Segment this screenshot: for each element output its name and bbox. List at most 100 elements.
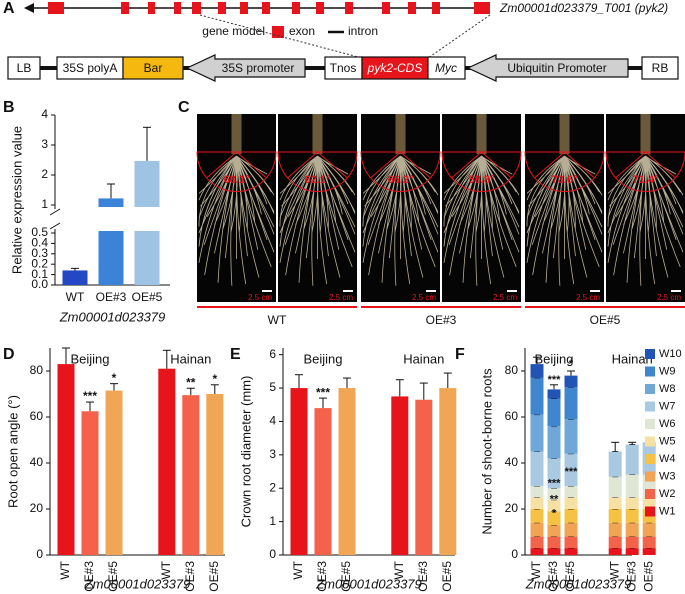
legend-label: W5: [659, 435, 676, 447]
x-tick-label: OE#5: [563, 561, 577, 592]
bar-segment: [564, 375, 578, 388]
bar-segment: [564, 419, 578, 454]
x-tick-label: OE#3: [546, 561, 560, 592]
angle-label: 62.1°: [305, 174, 331, 186]
bar-segment: [547, 426, 561, 459]
x-tick-label: WT: [58, 560, 72, 579]
bar: [57, 364, 75, 555]
bar-segment: [564, 509, 578, 523]
y-tick-label: 20: [505, 501, 519, 515]
bar-segment: [530, 414, 544, 452]
angle-line: [564, 151, 595, 179]
construct-label: Bar: [144, 61, 163, 75]
bar-segment: [642, 497, 656, 509]
x-tick-label: OE#5: [207, 561, 221, 592]
x-tick-label: OE#5: [132, 290, 163, 304]
stem: [312, 114, 323, 154]
roots: [607, 155, 684, 286]
legend-label: W1: [659, 505, 676, 517]
legend-label: W7: [659, 400, 676, 412]
bar-segment: [608, 548, 622, 555]
significance: ***: [83, 389, 97, 403]
bar-segment: [608, 476, 622, 498]
y-tick-label: 0: [36, 547, 43, 561]
bar: [415, 399, 433, 555]
angle-arc: [441, 151, 522, 192]
y-tick-label: 3: [41, 137, 48, 151]
bar-segment: [530, 364, 544, 378]
construct-box: [427, 56, 466, 80]
legend-swatch: [645, 489, 655, 499]
construct-label: Ubiquitin Promoter: [507, 61, 606, 75]
bar: [182, 395, 200, 555]
stem: [395, 114, 406, 154]
scale-label: 2.5 cm: [412, 293, 436, 302]
angle-line: [645, 151, 676, 179]
x-tick-label: WT: [159, 560, 173, 579]
bar-segment: [564, 548, 578, 555]
bar-segment: [642, 548, 656, 555]
group-label: OE#3: [426, 313, 457, 327]
y-tick-label: 4: [269, 414, 276, 428]
y-tick-label: 20: [30, 501, 44, 515]
bar-segment: [642, 522, 656, 537]
angle-line: [481, 151, 512, 179]
promoter-arrow: [185, 54, 306, 82]
construct-box: [122, 56, 184, 80]
stem: [640, 114, 651, 154]
scale-label: 2.5 cm: [657, 293, 681, 302]
significance: **: [550, 494, 559, 506]
roots: [526, 155, 603, 286]
angle-line: [400, 151, 431, 179]
bar-segment: [530, 509, 544, 523]
group-label: Hainan: [170, 351, 211, 366]
angle-arc: [605, 151, 685, 192]
strand-arrow: [24, 3, 34, 13]
angle-line: [451, 151, 482, 179]
stem: [231, 114, 242, 154]
significance: *: [552, 508, 557, 520]
bar-segment: [608, 522, 622, 537]
bar-segment: [530, 497, 544, 509]
legend-label: W10: [659, 348, 682, 360]
bar-segment: [547, 389, 561, 399]
construct-label: LB: [17, 61, 32, 75]
exons: [48, 2, 490, 14]
construct-label: 35S promoter: [222, 61, 295, 75]
angle-arc: [524, 151, 605, 192]
bar-segment: [530, 536, 544, 549]
break-gap: [97, 207, 125, 231]
construct-label: RB: [652, 61, 669, 75]
roots: [362, 155, 439, 286]
significance: ***: [565, 466, 579, 478]
legend-label: W9: [659, 365, 676, 377]
axis-break: [49, 208, 61, 216]
bar-segment: [564, 387, 578, 420]
angle-line: [236, 151, 267, 179]
legend-intron: intron: [348, 24, 378, 38]
bar: [158, 368, 176, 555]
construct-box: [7, 56, 41, 80]
bar: [391, 396, 409, 555]
y-tick-label: 2: [41, 167, 48, 181]
x-tick-label: OE#3: [416, 561, 430, 592]
legend-swatch: [645, 366, 655, 377]
angle-arc: [196, 151, 277, 192]
bar-segment: [547, 525, 561, 537]
y-tick-label: 0.0: [31, 277, 48, 291]
significance: ***: [548, 478, 562, 490]
y-tick-label: 6: [269, 347, 276, 361]
scale-label: 2.5 cm: [493, 293, 517, 302]
angle-label: 73.6°: [552, 174, 578, 186]
angle-line: [317, 151, 348, 179]
bar-segment: [564, 486, 578, 498]
bar-segment: [625, 536, 639, 549]
transcript-label: Zm00001d023379_T001 (pyk2): [499, 1, 668, 15]
x-tick-label: OE#5: [440, 561, 454, 592]
stem: [559, 114, 570, 154]
y-axis-label: Number of shoot-borne roots: [479, 368, 494, 535]
x-tick-label: WT: [291, 560, 305, 579]
legend-title: gene model: [202, 24, 265, 38]
scale-label: 2.5 cm: [576, 293, 600, 302]
